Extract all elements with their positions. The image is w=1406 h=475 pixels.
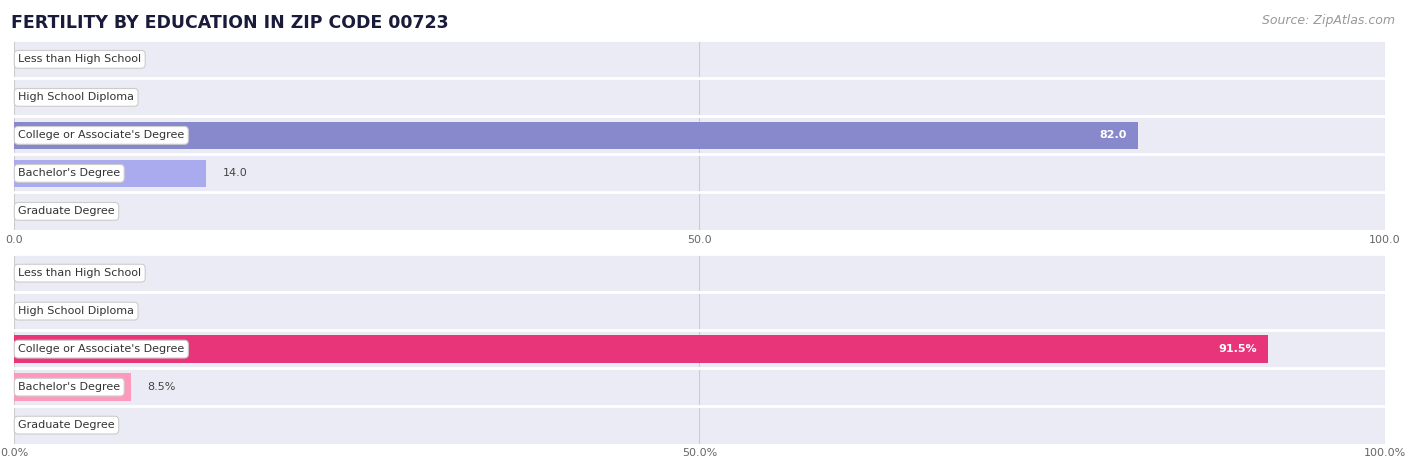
Text: Bachelor's Degree: Bachelor's Degree (18, 382, 121, 392)
Text: Less than High School: Less than High School (18, 268, 141, 278)
Text: 91.5%: 91.5% (1219, 344, 1257, 354)
Text: Graduate Degree: Graduate Degree (18, 420, 115, 430)
Text: 0.0: 0.0 (31, 54, 48, 65)
Text: Graduate Degree: Graduate Degree (18, 206, 115, 217)
Text: Less than High School: Less than High School (18, 54, 141, 65)
Bar (14, 368, 1385, 406)
Bar (14, 122, 1139, 149)
Bar (14, 373, 131, 401)
Text: Source: ZipAtlas.com: Source: ZipAtlas.com (1261, 14, 1395, 27)
Bar (14, 330, 1385, 368)
Bar (14, 335, 1268, 363)
Bar (14, 406, 1385, 444)
Text: College or Associate's Degree: College or Associate's Degree (18, 344, 184, 354)
Text: 8.5%: 8.5% (148, 382, 176, 392)
Bar (14, 192, 1385, 230)
Bar (14, 292, 1385, 330)
Text: College or Associate's Degree: College or Associate's Degree (18, 130, 184, 141)
Bar (14, 254, 1385, 292)
Text: 82.0: 82.0 (1099, 130, 1128, 141)
Text: 0.0: 0.0 (31, 206, 48, 217)
Text: High School Diploma: High School Diploma (18, 92, 134, 103)
Text: 14.0: 14.0 (222, 168, 247, 179)
Bar (14, 154, 1385, 192)
Text: Bachelor's Degree: Bachelor's Degree (18, 168, 121, 179)
Text: 0.0%: 0.0% (31, 306, 59, 316)
Text: 0.0: 0.0 (31, 92, 48, 103)
Text: High School Diploma: High School Diploma (18, 306, 134, 316)
Text: FERTILITY BY EDUCATION IN ZIP CODE 00723: FERTILITY BY EDUCATION IN ZIP CODE 00723 (11, 14, 449, 32)
Bar (14, 40, 1385, 78)
Bar (14, 78, 1385, 116)
Bar (14, 160, 207, 187)
Bar (14, 116, 1385, 154)
Text: 0.0%: 0.0% (31, 268, 59, 278)
Text: 0.0%: 0.0% (31, 420, 59, 430)
